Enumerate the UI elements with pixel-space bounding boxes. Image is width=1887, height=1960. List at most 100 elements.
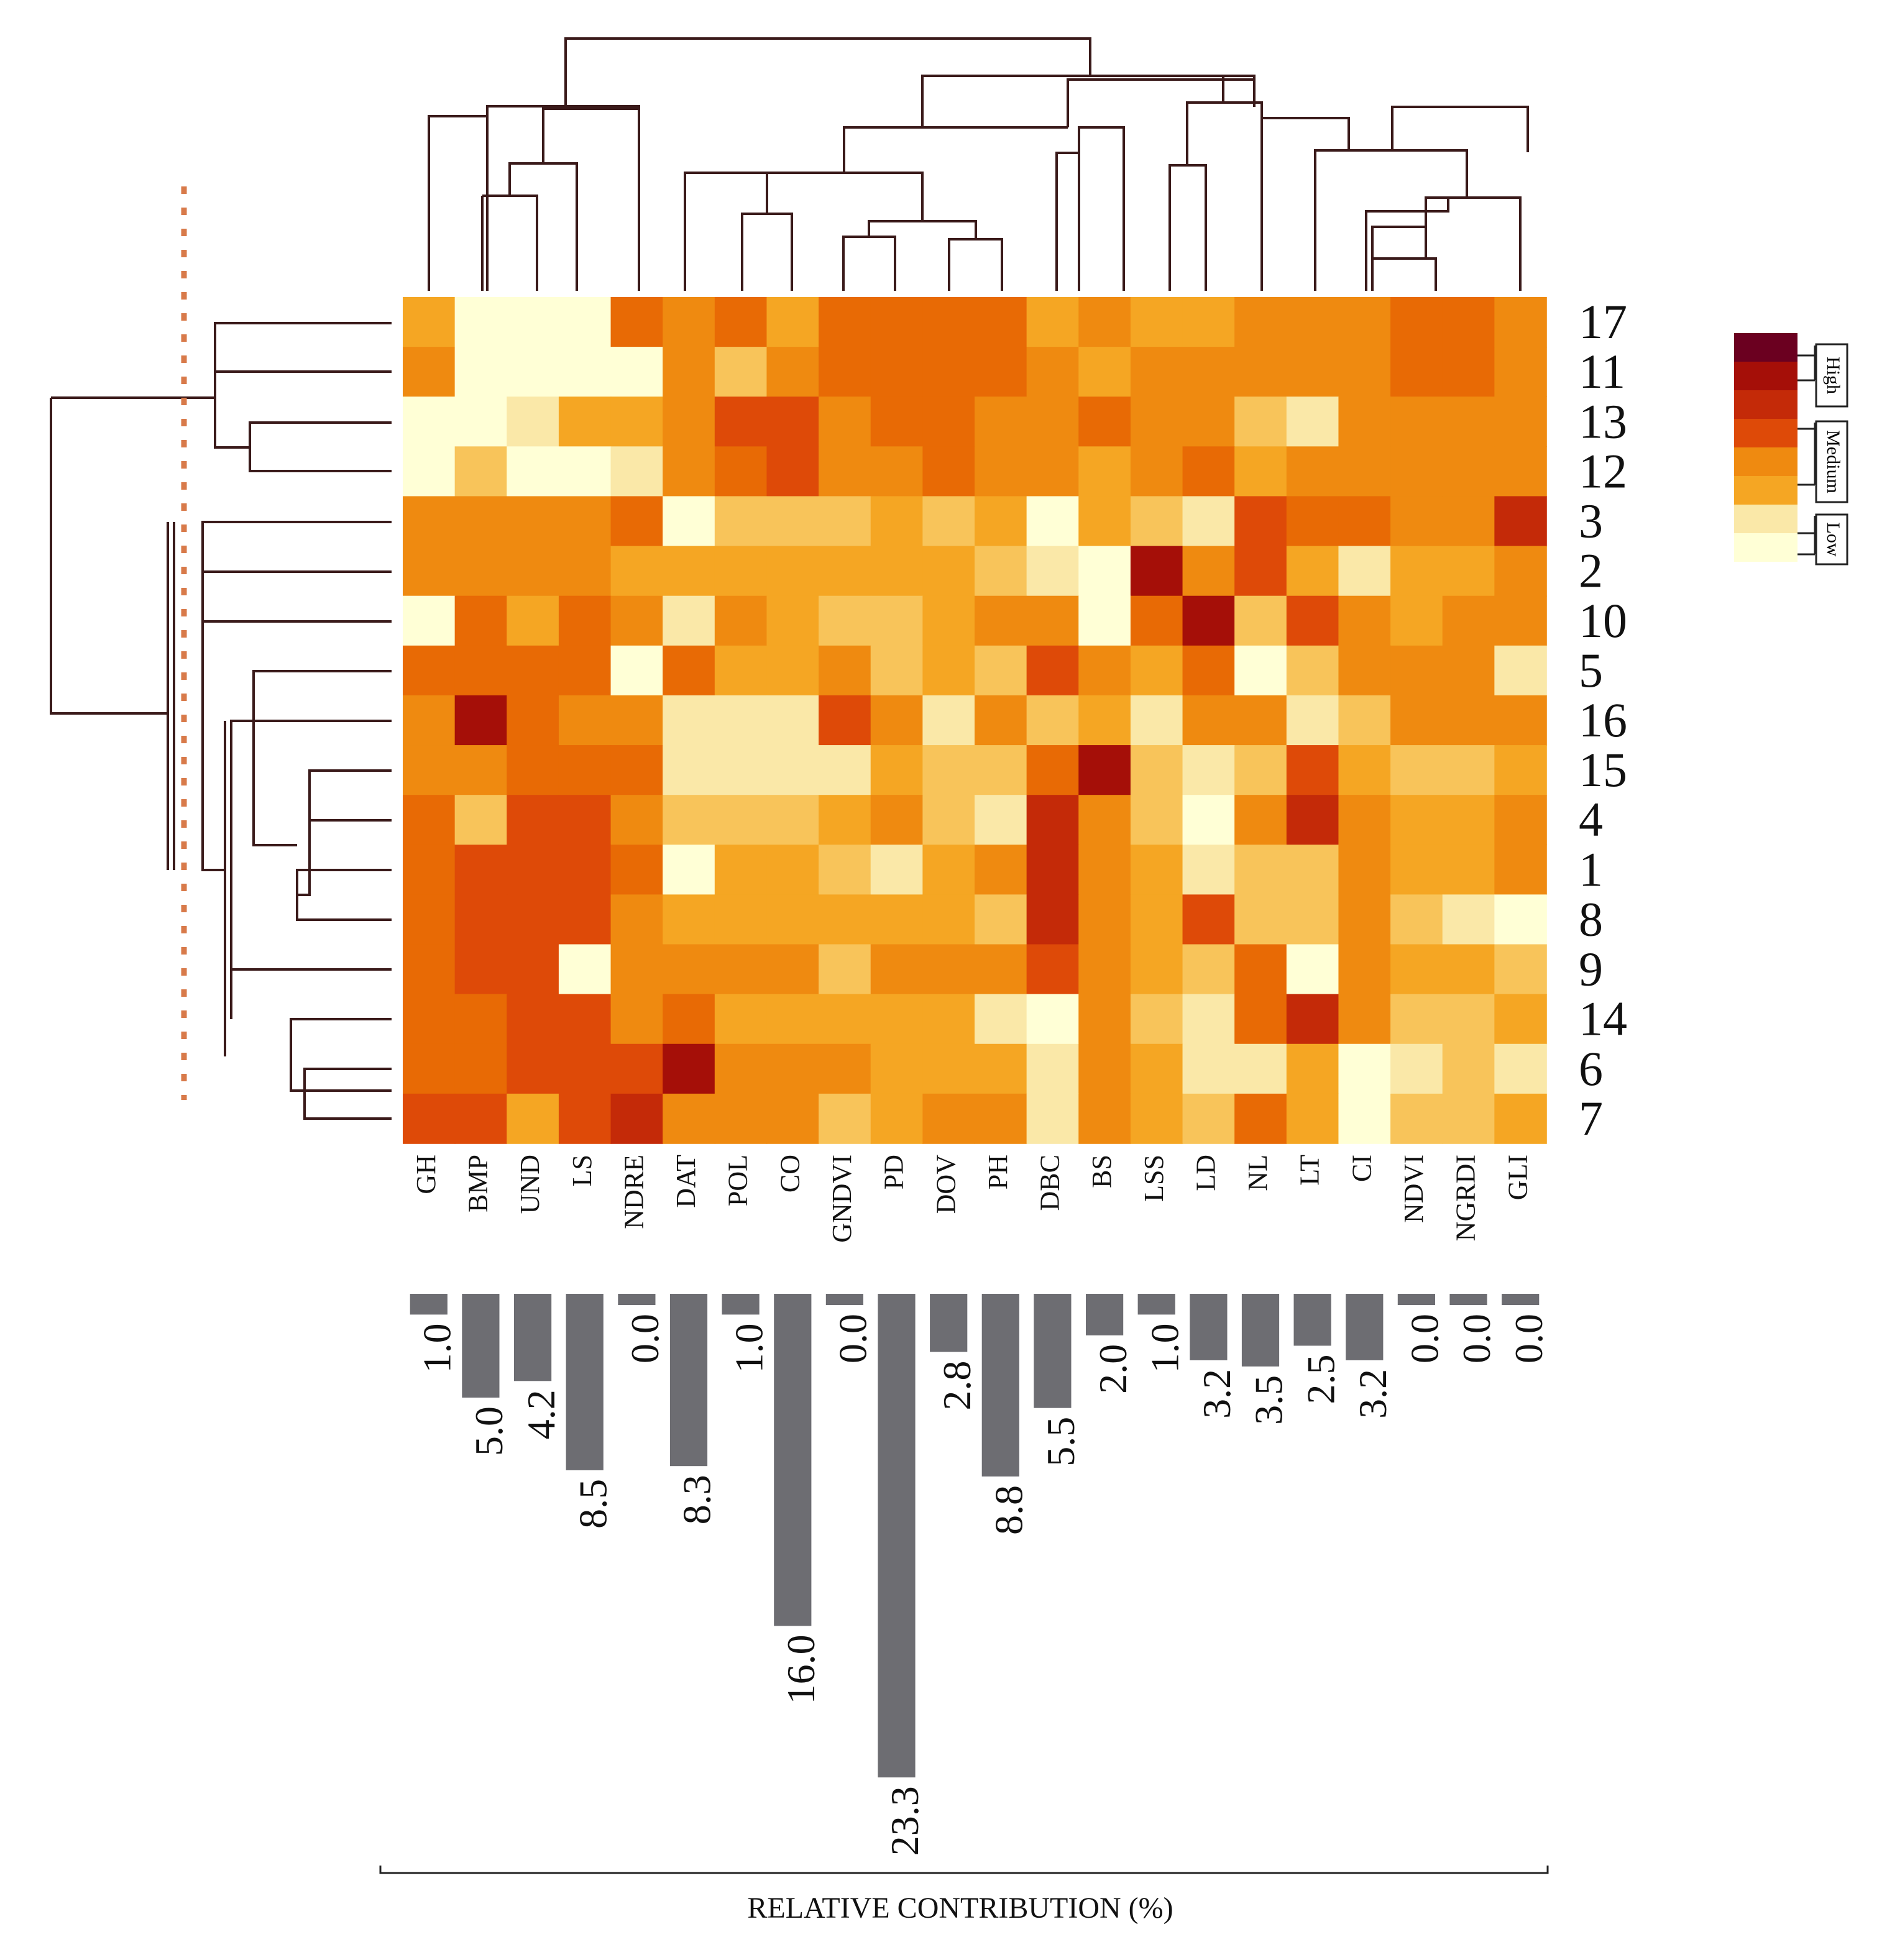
heatmap-cell-2-BMP (454, 546, 508, 597)
heatmap-cell-10-PD (870, 595, 924, 646)
heatmap-cell-17-UND (507, 297, 559, 347)
heatmap-cell-17-LD (1182, 297, 1235, 347)
heatmap-cell-16-POL (714, 695, 768, 746)
heatmap-cell-7-NDRE (610, 1093, 663, 1144)
heatmap-cell-5-CI (1338, 645, 1391, 696)
heatmap-cell-1-PD (870, 845, 924, 895)
heatmap-cell-11-NDVI (1390, 347, 1443, 398)
heatmap-cell-9-CO (766, 944, 819, 995)
heatmap-cell-15-DBC (1026, 745, 1080, 795)
heatmap-cell-3-NGRDI (1442, 496, 1495, 547)
column-label-PH: PH (983, 1155, 1013, 1189)
contribution-bar-DAT (669, 1294, 708, 1467)
heatmap-cell-7-BMP (454, 1093, 508, 1144)
heatmap-cell-6-DAT (663, 1043, 715, 1094)
heatmap-cell-2-NDRE (610, 546, 663, 597)
contribution-bars (410, 1294, 1540, 1778)
heatmap-cell-5-BS (1078, 645, 1131, 696)
column-label-NDVI: NDVI (1398, 1155, 1429, 1223)
heatmap-cell-11-CO (766, 347, 819, 398)
contribution-value-LT: 2.5 (1298, 1355, 1343, 1404)
heatmap-cell-6-PH (975, 1043, 1027, 1094)
heatmap-cell-2-NL (1234, 546, 1287, 597)
heatmap-cell-3-DOV (922, 496, 975, 547)
heatmap-cell-13-LT (1286, 396, 1339, 447)
heatmap-cell-11-CI (1338, 347, 1391, 398)
heatmap-cell-13-NGRDI (1442, 396, 1495, 447)
contribution-value-NL: 3.5 (1247, 1375, 1291, 1425)
contribution-bar-BS (1086, 1294, 1124, 1335)
heatmap-cell-8-GH (403, 894, 456, 945)
heatmap-cell-5-DBC (1026, 645, 1080, 696)
heatmap-cell-11-NGRDI (1442, 347, 1495, 398)
heatmap-cell-17-BS (1078, 297, 1131, 347)
heatmap-cell-13-LD (1182, 396, 1235, 447)
heatmap-cell-13-POL (714, 396, 768, 447)
heatmap-cell-12-GNDVI (819, 446, 871, 497)
heatmap-cell-13-LS (558, 396, 612, 447)
heatmap-cell-8-DAT (663, 894, 715, 945)
heatmap-cell-1-BMP (454, 845, 508, 895)
column-label-DAT: DAT (671, 1155, 701, 1208)
heatmap-cell-10-GH (403, 595, 456, 646)
contribution-bar-CO (774, 1294, 812, 1626)
column-label-NDRE: NDRE (618, 1155, 649, 1229)
row-label-17: 17 (1579, 295, 1627, 349)
heatmap-cell-12-NDRE (610, 446, 663, 497)
heatmap-cell-2-NDVI (1390, 546, 1443, 597)
contribution-value-BMP: 5.0 (467, 1406, 511, 1456)
heatmap-cell-1-LD (1182, 845, 1235, 895)
column-label-PD: PD (879, 1155, 909, 1189)
heatmap-cell-15-POL (714, 745, 768, 795)
heatmap-cell-9-BMP (454, 944, 508, 995)
heatmap-cell-2-LD (1182, 546, 1235, 597)
heatmap-cell-12-PH (975, 446, 1027, 497)
heatmap-cell-4-DAT (663, 795, 715, 846)
heatmap-cell-13-CI (1338, 396, 1391, 447)
heatmap-cell-4-NGRDI (1442, 795, 1495, 846)
heatmap-cells (403, 297, 1547, 1144)
column-label-LSS: LSS (1139, 1155, 1169, 1202)
heatmap-cell-2-PH (975, 546, 1027, 597)
heatmap-cell-3-POL (714, 496, 768, 547)
heatmap-cell-1-DAT (663, 845, 715, 895)
heatmap-cell-13-LSS (1130, 396, 1183, 447)
legend-swatch (1734, 476, 1797, 505)
heatmap-cell-14-CI (1338, 994, 1391, 1045)
row-label-11: 11 (1579, 344, 1625, 398)
heatmap-cell-6-LS (558, 1043, 612, 1094)
legend-swatch (1734, 333, 1797, 362)
heatmap-cell-11-LT (1286, 347, 1339, 398)
heatmap-cell-4-BMP (454, 795, 508, 846)
heatmap-cell-16-BMP (454, 695, 508, 746)
heatmap-cell-9-DBC (1026, 944, 1080, 995)
heatmap-cell-9-POL (714, 944, 768, 995)
heatmap-cell-1-DBC (1026, 845, 1080, 895)
row-label-2: 2 (1579, 544, 1603, 598)
row-label-14: 14 (1579, 992, 1627, 1046)
heatmap-cell-16-CI (1338, 695, 1391, 746)
heatmap-cell-17-PH (975, 297, 1027, 347)
heatmap-cell-16-GH (403, 695, 456, 746)
heatmap-cell-8-NDRE (610, 894, 663, 945)
contribution-bar-PH (981, 1294, 1019, 1477)
heatmap-cell-17-POL (714, 297, 768, 347)
heatmap-cell-16-LS (558, 695, 612, 746)
contribution-bar-NDRE (618, 1294, 656, 1305)
column-label-DBC: DBC (1035, 1155, 1065, 1211)
heatmap-cell-15-GH (403, 745, 456, 795)
heatmap-cell-9-NDRE (610, 944, 663, 995)
heatmap-cell-10-CI (1338, 595, 1391, 646)
column-dendrogram (428, 37, 1529, 291)
heatmap-cell-14-POL (714, 994, 768, 1045)
contribution-bar-labels: 1.05.0 4.28.50.08.31.016.00.023.32.88.85.… (415, 1314, 1550, 1856)
contribution-value-LSS: 1.0 (1142, 1323, 1187, 1373)
heatmap-cell-12-LSS (1130, 446, 1183, 497)
heatmap-cell-10-POL (714, 595, 768, 646)
column-label-NGRDI: NGRDI (1451, 1155, 1481, 1241)
contribution-bar-GLI (1502, 1294, 1540, 1305)
heatmap-cell-13-BMP (454, 396, 508, 447)
heatmap-cell-2-UND (507, 546, 559, 597)
heatmap-cell-2-DAT (663, 546, 715, 597)
